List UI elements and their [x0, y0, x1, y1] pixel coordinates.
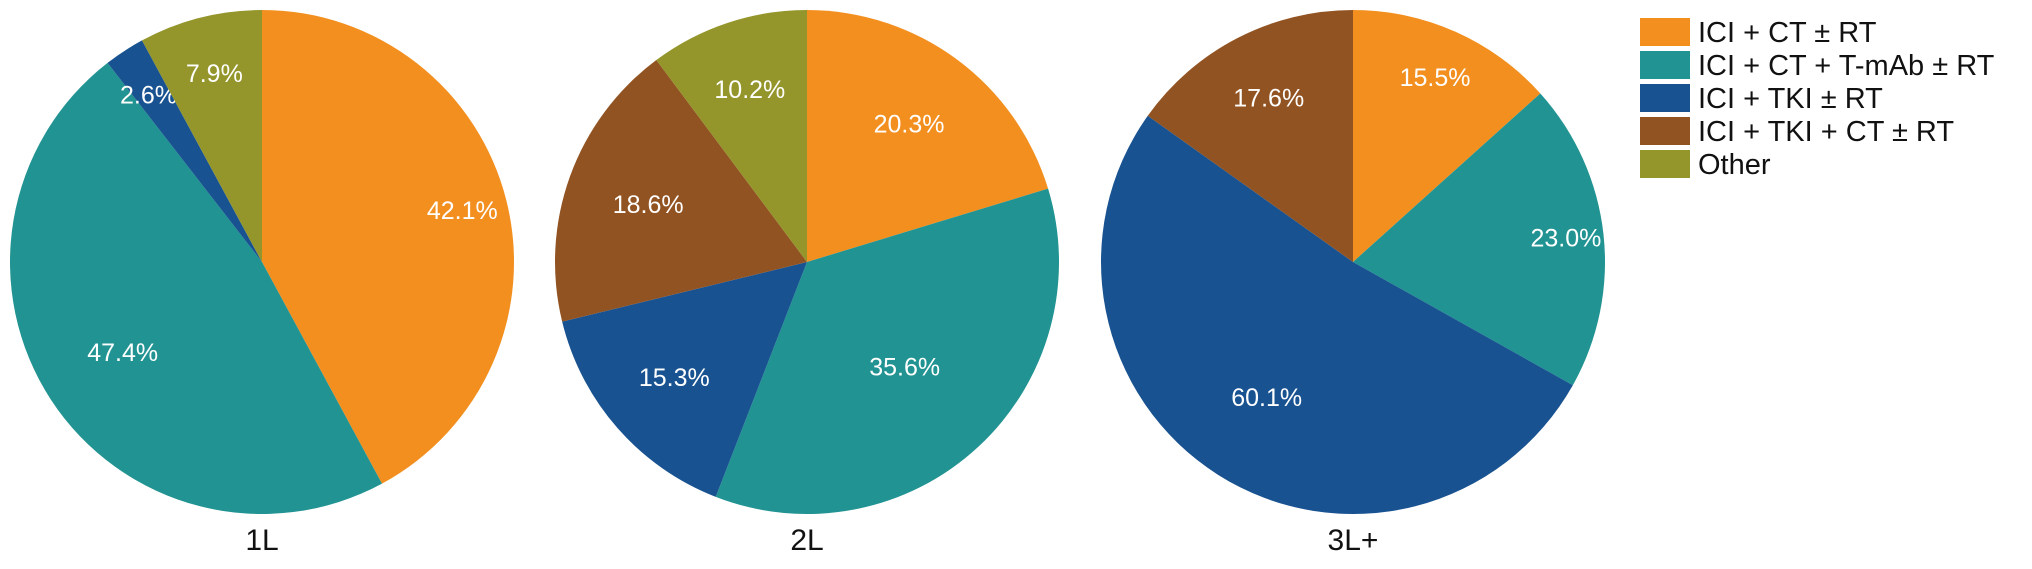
- slice-2l-ici-plus-ct-pm-rt: [807, 10, 1049, 262]
- slice-1l-ici-plus-tki-pm-rt: [107, 40, 262, 262]
- slice-2l-ici-plus-tki-plus-ct-pm-rt: [555, 60, 807, 322]
- slice-1l-other: [141, 9, 262, 262]
- legend-item-other: Other: [1640, 149, 1771, 181]
- legend-label-ici-plus-tki-pm-rt: ICI + TKI ± RT: [1698, 83, 1883, 115]
- legend-swatch-other: [1640, 150, 1690, 178]
- slice-label-3lplus-ici-plus-ct-plus-t-mab-pm-rt: 23.0%: [1530, 224, 1601, 252]
- slice-3lplus-ici-plus-tki-plus-ct-pm-rt: [1147, 10, 1353, 262]
- slice-1l-ici-plus-ct-pm-rt: [262, 10, 515, 484]
- slice-3lplus-ici-plus-ct-pm-rt: [1353, 10, 1541, 262]
- slice-label-2l-ici-plus-tki-plus-ct-pm-rt: 18.6%: [613, 191, 684, 219]
- legend-item-ici-plus-ct-plus-t-mab-pm-rt: ICI + CT + T-mAb ± RT: [1640, 50, 1995, 82]
- legend-swatch-ici-plus-ct-plus-t-mab-pm-rt: [1640, 51, 1690, 79]
- pie-3lplus: 15.5% 23.0% 60.1% 17.6%: [1100, 10, 1605, 515]
- slice-label-2l-other: 10.2%: [714, 76, 785, 104]
- legend-swatch-ici-plus-tki-plus-ct-pm-rt: [1640, 117, 1690, 145]
- slice-2l-ici-plus-tki-pm-rt: [562, 262, 807, 497]
- legend-label-other: Other: [1698, 149, 1771, 181]
- slice-label-3lplus-ici-plus-tki-plus-ct-pm-rt: 17.6%: [1233, 84, 1304, 112]
- legend-swatch-ici-plus-ct-pm-rt: [1640, 18, 1690, 46]
- pie-1l: 42.1%47.4%2.6%7.9%: [9, 9, 515, 515]
- slice-3lplus-ici-plus-ct-plus-t-mab-pm-rt: [1353, 93, 1605, 386]
- legend-swatch-ici-plus-tki-pm-rt: [1640, 84, 1690, 112]
- pie-title-2l: 2L: [790, 524, 823, 557]
- legend-item-ici-plus-tki-plus-ct-pm-rt: ICI + TKI + CT ± RT: [1640, 116, 1954, 148]
- slice-label-2l-ici-plus-tki-pm-rt: 15.3%: [639, 364, 710, 392]
- slice-label-3lplus-ici-plus-tki-pm-rt: 60.1%: [1231, 384, 1302, 412]
- slice-2l-ici-plus-ct-plus-t-mab-pm-rt: [715, 188, 1059, 515]
- legend-label-ici-plus-tki-plus-ct-pm-rt: ICI + TKI + CT ± RT: [1698, 116, 1954, 148]
- pies-group: 42.1%47.4%2.6%7.9%1L20.3%35.6%15.3%18.6%…: [9, 9, 1605, 557]
- legend-item-ici-plus-ct-pm-rt: ICI + CT ± RT: [1640, 17, 1877, 49]
- slice-label-2l-ici-plus-ct-pm-rt: 20.3%: [874, 110, 945, 138]
- slice-1l-ici-plus-ct-plus-t-mab-pm-rt: [9, 62, 383, 515]
- legend-label-ici-plus-ct-plus-t-mab-pm-rt: ICI + CT + T-mAb ± RT: [1698, 50, 1995, 82]
- slice-3lplus-ici-plus-tki-pm-rt: [1100, 115, 1573, 515]
- slice-label-3lplus-ici-plus-ct-pm-rt: 15.5%: [1400, 64, 1471, 92]
- slice-label-1l-ici-plus-ct-pm-rt: 42.1%: [427, 197, 498, 225]
- legend-label-ici-plus-ct-pm-rt: ICI + CT ± RT: [1698, 17, 1877, 49]
- slice-label-1l-other: 7.9%: [186, 60, 243, 88]
- legend-item-ici-plus-tki-pm-rt: ICI + TKI ± RT: [1640, 83, 1883, 115]
- slice-label-1l-ici-plus-ct-plus-t-mab-pm-rt: 47.4%: [87, 339, 158, 367]
- slice-2l-other: [656, 10, 807, 262]
- pie-title-3lplus: 3L+: [1328, 524, 1379, 557]
- slice-label-2l-ici-plus-ct-plus-t-mab-pm-rt: 35.6%: [869, 353, 940, 381]
- pie-2l: 20.3% 35.6% 15.3% 18.6% 10.2%: [555, 10, 1059, 515]
- pie-title-1l: 1L: [245, 524, 278, 557]
